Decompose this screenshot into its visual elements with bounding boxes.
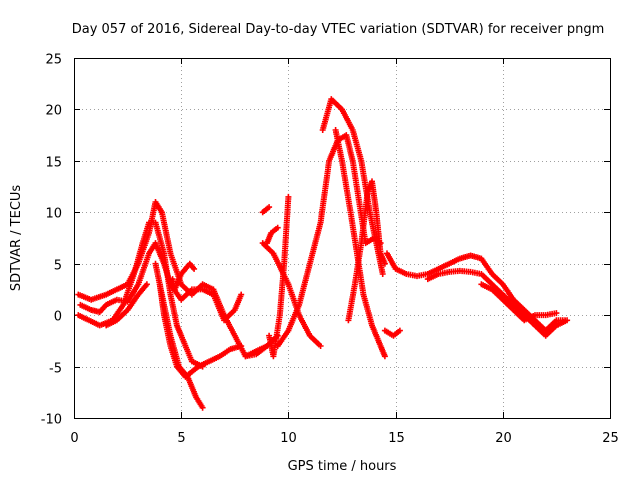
y-tick-label: -10 (41, 413, 62, 428)
y-tick-label: 25 (45, 53, 62, 68)
y-tick-label: 0 (54, 310, 62, 325)
series-arc-7 (169, 260, 198, 293)
y-tick-label: 20 (45, 104, 62, 119)
x-tick-label: 20 (495, 431, 512, 446)
data-point (199, 404, 206, 411)
series-arc-17 (381, 327, 403, 339)
data-series (75, 96, 571, 411)
series-arc-3 (75, 219, 206, 370)
series-arc-20 (478, 281, 560, 324)
data-point (379, 271, 386, 277)
data-point (266, 204, 273, 211)
x-tick-label: 15 (388, 431, 405, 446)
y-tick-label: -5 (49, 362, 62, 377)
y-axis-label: SDTVAR / TECUs (9, 185, 24, 292)
data-point (285, 193, 292, 200)
data-point (381, 353, 388, 360)
x-tick-label: 10 (280, 431, 297, 446)
data-point (191, 265, 198, 272)
series-arc-14 (319, 96, 386, 277)
plot-frame (74, 58, 611, 419)
data-point (381, 260, 388, 267)
series-arc-6 (152, 260, 206, 411)
data-point (238, 291, 245, 298)
series-arc-19 (424, 267, 571, 339)
chart-title: Day 057 of 2016, Sidereal Day-to-day VTE… (72, 22, 605, 37)
x-axis-label: GPS time / hours (288, 459, 397, 474)
series-arc-16 (345, 178, 388, 324)
series-arc-8 (242, 343, 270, 360)
y-tick-label: 5 (54, 259, 62, 274)
x-tick-label: 25 (602, 431, 619, 446)
y-tick-label: 15 (45, 156, 62, 171)
data-point (396, 327, 403, 334)
x-tick-label: 5 (177, 431, 185, 446)
data-point (274, 224, 281, 231)
data-point (238, 343, 245, 349)
series-arc-10 (259, 204, 273, 216)
x-tick-label: 0 (70, 431, 78, 446)
data-point (317, 343, 324, 349)
series-arc-4 (103, 281, 150, 329)
series-arc-9 (264, 224, 281, 247)
data-point (143, 281, 150, 288)
data-point (564, 317, 571, 324)
series-arc-12 (259, 240, 324, 349)
series-arc-2 (77, 240, 245, 324)
series-arc-18 (384, 250, 568, 334)
data-point (553, 310, 560, 317)
y-tick-label: 10 (45, 207, 62, 222)
